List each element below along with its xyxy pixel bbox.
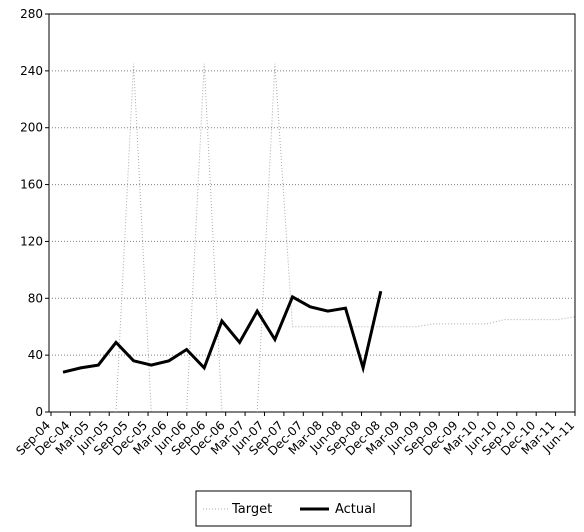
- legend-label-target: Target: [231, 502, 272, 517]
- y-tick-label: 240: [20, 64, 43, 78]
- legend: Target Actual: [195, 490, 412, 527]
- y-tick-label: 120: [20, 234, 43, 248]
- y-tick-label: 80: [28, 291, 43, 305]
- y-tick-label: 40: [28, 348, 43, 362]
- y-tick-label: 200: [20, 121, 43, 135]
- x-axis: Sep-04Dec-04Mar-05Jun-05Sep-05Dec-05Mar-…: [13, 412, 577, 458]
- y-axis: 0 40 80 120 160 200 240 280: [20, 7, 49, 419]
- y-tick-label: 160: [20, 178, 43, 192]
- series-line-target: [115, 63, 576, 413]
- legend-label-actual: Actual: [335, 502, 376, 517]
- gridlines: [49, 70, 575, 356]
- series-layer: [62, 63, 576, 413]
- y-tick-label: 0: [35, 405, 43, 419]
- y-tick-label: 280: [20, 7, 43, 21]
- series-line-actual: [62, 290, 383, 374]
- plot-area: [48, 13, 576, 413]
